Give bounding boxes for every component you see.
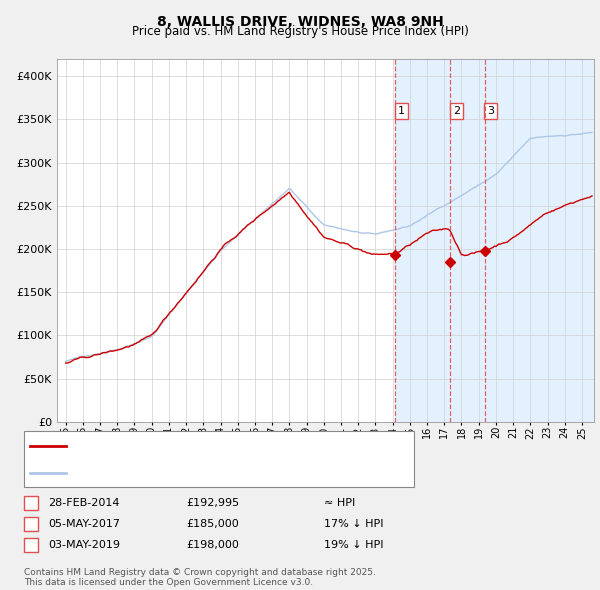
Text: 2: 2 bbox=[452, 106, 460, 116]
Text: 8, WALLIS DRIVE, WIDNES, WA8 9NH: 8, WALLIS DRIVE, WIDNES, WA8 9NH bbox=[157, 15, 443, 29]
Text: 8, WALLIS DRIVE, WIDNES, WA8 9NH (detached house): 8, WALLIS DRIVE, WIDNES, WA8 9NH (detach… bbox=[72, 441, 357, 451]
Text: 1: 1 bbox=[28, 498, 35, 507]
Text: HPI: Average price, detached house, Halton: HPI: Average price, detached house, Halt… bbox=[72, 468, 299, 478]
Text: Contains HM Land Registry data © Crown copyright and database right 2025.
This d: Contains HM Land Registry data © Crown c… bbox=[24, 568, 376, 587]
Text: £198,000: £198,000 bbox=[186, 540, 239, 550]
Text: £185,000: £185,000 bbox=[186, 519, 239, 529]
Text: 3: 3 bbox=[28, 540, 35, 550]
Text: 17% ↓ HPI: 17% ↓ HPI bbox=[324, 519, 383, 529]
Text: ≈ HPI: ≈ HPI bbox=[324, 498, 355, 507]
Text: 05-MAY-2017: 05-MAY-2017 bbox=[48, 519, 120, 529]
Text: £192,995: £192,995 bbox=[186, 498, 239, 507]
Text: 3: 3 bbox=[487, 106, 494, 116]
Text: Price paid vs. HM Land Registry's House Price Index (HPI): Price paid vs. HM Land Registry's House … bbox=[131, 25, 469, 38]
Text: 2: 2 bbox=[28, 519, 35, 529]
Text: 19% ↓ HPI: 19% ↓ HPI bbox=[324, 540, 383, 550]
Text: 28-FEB-2014: 28-FEB-2014 bbox=[48, 498, 119, 507]
Text: 1: 1 bbox=[398, 106, 405, 116]
Text: 03-MAY-2019: 03-MAY-2019 bbox=[48, 540, 120, 550]
Bar bbox=[395, 59, 594, 422]
